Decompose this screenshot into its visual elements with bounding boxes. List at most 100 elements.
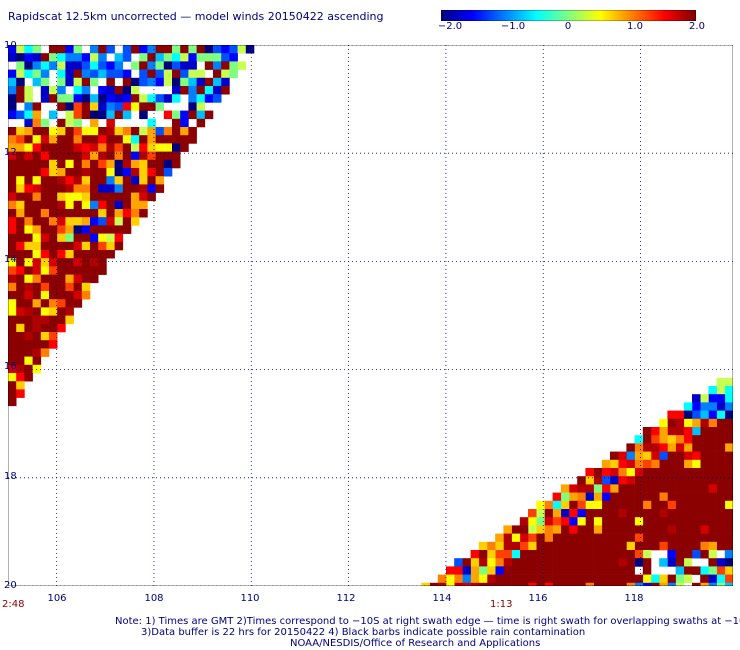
wind-cell — [511, 550, 521, 559]
wind-cell — [560, 574, 570, 584]
wind-cell — [139, 102, 148, 111]
wind-cell — [495, 541, 504, 551]
wind-cell — [683, 418, 693, 428]
wind-cell — [610, 468, 619, 477]
wind-cell — [24, 110, 33, 120]
wind-cell — [618, 566, 627, 575]
wind-cell — [188, 127, 197, 136]
wind-cell — [569, 558, 578, 567]
wind-cell — [139, 184, 148, 193]
wind-cell — [65, 241, 74, 251]
wind-cell — [90, 225, 99, 234]
wind-cell — [73, 258, 83, 267]
wind-cell — [651, 476, 660, 485]
wind-cell — [716, 509, 726, 518]
wind-cell — [519, 517, 529, 526]
wind-cell — [172, 86, 181, 95]
wind-cell — [49, 127, 58, 136]
wind-cell — [81, 102, 91, 111]
wind-cell — [708, 500, 717, 510]
wind-cell — [57, 282, 66, 292]
wind-cell — [155, 135, 165, 144]
wind-cell — [610, 533, 619, 543]
wind-cell — [683, 443, 693, 452]
wind-cell — [155, 45, 165, 54]
wind-cell — [57, 233, 66, 243]
wind-cell — [659, 582, 668, 586]
wind-cell — [716, 558, 726, 567]
wind-cell — [57, 323, 66, 333]
wind-cell — [585, 509, 594, 518]
wind-cell — [692, 484, 701, 493]
wind-cell — [172, 110, 181, 120]
wind-cell — [188, 61, 197, 70]
wind-cell — [81, 151, 91, 161]
wind-cell — [724, 566, 733, 575]
wind-cell — [601, 566, 611, 575]
wind-cell — [610, 525, 619, 534]
wind-cell — [73, 110, 83, 120]
wind-cell — [122, 225, 132, 234]
wind-cell — [139, 192, 148, 202]
wind-cell — [692, 410, 701, 420]
wind-cell — [114, 184, 124, 193]
wind-cell — [659, 500, 668, 510]
wind-cell — [106, 102, 115, 111]
wind-cell — [172, 143, 181, 152]
wind-cell — [40, 250, 50, 259]
wind-cell — [536, 517, 545, 526]
wind-cell — [81, 209, 91, 218]
wind-cell — [49, 340, 58, 349]
wind-cell — [98, 225, 107, 234]
wind-cell — [24, 176, 33, 185]
wind-cell — [114, 192, 124, 202]
wind-cell — [24, 282, 33, 292]
wind-cell — [495, 550, 504, 559]
wind-cell — [65, 233, 74, 243]
wind-cell — [470, 550, 480, 559]
wind-cell — [585, 533, 594, 543]
wind-cell — [114, 94, 124, 103]
wind-cell — [667, 443, 676, 452]
wind-cell — [487, 574, 496, 584]
wind-cell — [90, 127, 99, 136]
wind-cell — [49, 332, 58, 341]
wind-cell — [708, 394, 717, 403]
note-line-1: Note: 1) Times are GMT 2)Times correspon… — [115, 616, 740, 627]
wind-cell — [24, 151, 33, 161]
wind-cell — [81, 282, 91, 292]
wind-cell — [65, 159, 74, 169]
wind-cell — [708, 550, 717, 559]
wind-cell — [131, 176, 140, 185]
wind-cell — [692, 517, 701, 526]
wind-cell — [659, 509, 668, 518]
wind-cell — [708, 476, 717, 485]
wind-cell — [65, 102, 74, 111]
wind-cell — [560, 525, 570, 534]
wind-cell — [585, 517, 594, 526]
wind-cell — [24, 274, 33, 284]
wind-cell — [610, 517, 619, 526]
wind-cell — [16, 192, 25, 202]
wind-cell — [16, 274, 25, 284]
wind-cell — [618, 484, 627, 493]
wind-cell — [503, 550, 512, 559]
wind-cell — [724, 468, 733, 477]
wind-cell — [610, 582, 619, 586]
wind-cell — [204, 110, 214, 120]
wind-cell — [98, 143, 107, 152]
wind-cell — [634, 574, 644, 584]
wind-cell — [24, 61, 33, 70]
wind-cell — [147, 159, 156, 169]
wind-cell — [16, 373, 25, 382]
wind-cell — [147, 151, 156, 161]
wind-cell — [700, 517, 709, 526]
wind-cell — [577, 492, 586, 502]
wind-cell — [585, 574, 594, 584]
wind-cell — [98, 233, 107, 243]
wind-cell — [32, 307, 42, 316]
wind-cell — [634, 443, 644, 452]
lon-label-116: 116 — [528, 593, 548, 604]
wind-cell — [659, 484, 668, 493]
wind-cell — [667, 451, 676, 461]
